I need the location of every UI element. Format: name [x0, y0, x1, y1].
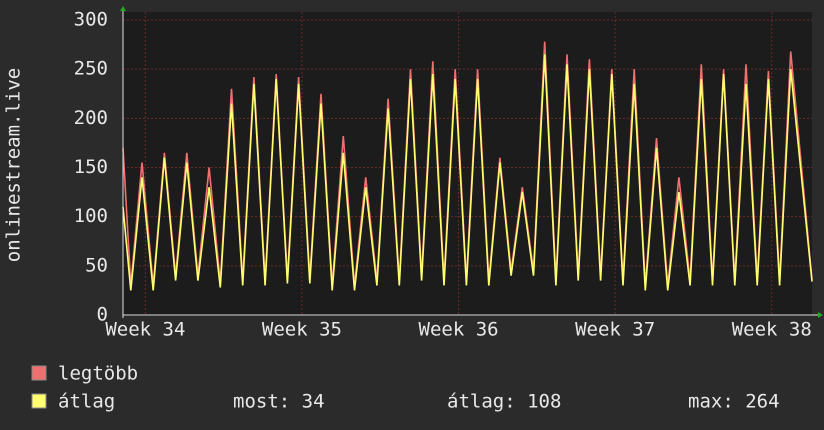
- y-tick-label: 150: [74, 156, 108, 178]
- x-axis-arrow: [818, 312, 823, 318]
- x-tick-label: Week 36: [419, 319, 499, 341]
- y-tick-label: 50: [85, 254, 108, 276]
- legend-swatch: [31, 393, 47, 409]
- legend-stat: átlag: 108: [447, 391, 561, 413]
- x-tick-label: Week 34: [105, 319, 185, 341]
- x-tick-label: Week 37: [575, 319, 655, 341]
- y-tick-label: 100: [74, 205, 108, 227]
- legend-stat: most: 34: [233, 391, 325, 413]
- y-tick-label: 300: [74, 9, 108, 31]
- legend-stat: max: 264: [688, 391, 780, 413]
- y-axis-arrow: [120, 6, 126, 11]
- series-line: [122, 54, 813, 291]
- legend-label: átlag: [58, 391, 115, 413]
- y-tick-label: 250: [74, 58, 108, 80]
- y-tick-label: 200: [74, 107, 108, 129]
- x-tick-label: Week 38: [732, 319, 812, 341]
- x-tick-label: Week 35: [262, 319, 342, 341]
- y-tick-label: 0: [97, 304, 108, 326]
- legend-label: legtöbb: [58, 363, 138, 385]
- y-axis-label: onlinestream.live: [3, 68, 25, 262]
- legend-swatch: [31, 365, 47, 381]
